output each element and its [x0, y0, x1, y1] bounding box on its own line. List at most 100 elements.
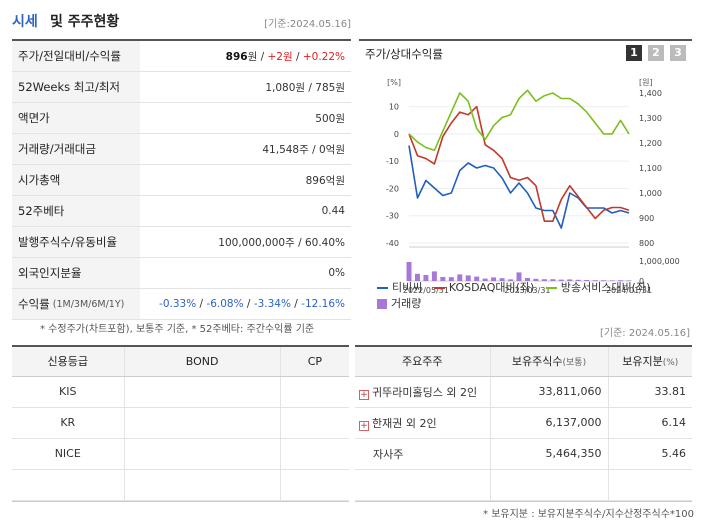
volume-bar: [584, 280, 590, 281]
pct-header-label: 보유지분: [622, 355, 663, 369]
expand-icon[interactable]: +: [359, 389, 369, 400]
left-tick-label: -10: [386, 157, 399, 166]
right-tick-label: 1,100: [639, 164, 662, 173]
volume-bar: [533, 278, 539, 281]
row-value: 896억원: [305, 174, 345, 187]
market-info-table: 주가/전일대비/수익률 896원 / +2원 / +0.22% 52Weeks …: [12, 39, 351, 320]
legend-label: 거래량: [391, 297, 422, 310]
right-tick-label: 1,200: [639, 139, 662, 148]
row-volume: 거래량/거래대금 41,548주 / 0억원: [12, 134, 351, 165]
left-tick-label: 0: [394, 130, 399, 139]
holder-name-cell: + 한재권 외 2인: [355, 407, 490, 439]
holder-pct: 5.46: [607, 438, 692, 470]
right-tick-label: 1,000: [639, 189, 662, 198]
row-label: 시가총액: [12, 165, 140, 195]
legend-item-volume: 거래량: [377, 296, 421, 312]
table-row: + 귀뚜라미홀딩스 외 2인 33,811,060 33.81: [355, 376, 692, 408]
holder-shares: 6,137,000: [489, 407, 608, 439]
table-row: 자사주 5,464,350 5.46: [355, 438, 692, 470]
returns-periods: (1M/3M/6M/1Y): [52, 298, 125, 310]
legend-item-kosdaq: KOSDAQ대비(좌): [433, 280, 534, 296]
agency-cell: KR: [12, 407, 124, 439]
return-1y: -12.16%: [301, 298, 345, 310]
row-par-value: 액면가 500원: [12, 103, 351, 134]
volume-bar: [541, 279, 547, 281]
legend-label: 방송서비스대비(좌): [560, 281, 651, 294]
agency-cell: KIS: [12, 376, 124, 408]
volume-bar: [626, 280, 632, 281]
chart-tab-1[interactable]: 1: [626, 45, 642, 61]
chart-period-tabs: 1 2 3: [626, 45, 686, 61]
volume-tick-label: 1,000,000: [639, 257, 680, 266]
volume-bar: [524, 278, 530, 281]
volume-bar: [618, 280, 624, 281]
bond-cell: [123, 438, 281, 470]
row-beta: 52주베타 0.44: [12, 196, 351, 227]
volume-bar: [465, 275, 471, 281]
row-value: 500원: [315, 112, 345, 125]
right-tick-label: 800: [639, 239, 654, 248]
left-tick-label: 10: [389, 103, 399, 112]
base-date-holders: [기준: 2024.05.16]: [599, 328, 690, 339]
separator: /: [295, 50, 300, 63]
expand-icon[interactable]: +: [359, 420, 369, 431]
volume-bar: [440, 277, 446, 281]
legend-item-sector: 방송서비스대비(좌): [545, 280, 651, 296]
return-3m: -6.08%: [206, 298, 244, 310]
volume-bar: [508, 279, 514, 281]
volume-bar: [423, 275, 429, 281]
left-axis-unit: [%]: [387, 78, 401, 87]
row-label: 거래량/거래대금: [12, 134, 140, 164]
return-1m: -0.33%: [159, 298, 197, 310]
right-axis-unit: [원]: [639, 78, 653, 87]
holder-pct: [607, 469, 692, 501]
price-change: +2원: [267, 50, 293, 63]
agency-cell: [12, 469, 124, 501]
col-header: BOND: [123, 347, 281, 377]
holder-shares: 33,811,060: [489, 376, 608, 408]
chart-tab-2[interactable]: 2: [648, 45, 664, 61]
left-tick-label: -40: [386, 239, 399, 248]
row-label: 주가/전일대비/수익률: [12, 41, 140, 71]
volume-bar: [558, 279, 564, 281]
series-line: [408, 89, 630, 152]
right-tick-label: 900: [639, 214, 654, 223]
table-row: [355, 469, 692, 501]
bond-cell: [123, 407, 281, 439]
chart-legend: 티비씨 KOSDAQ대비(좌) 방송서비스대비(좌) 거래량: [377, 278, 687, 314]
chart-title: 주가/상대수익률: [365, 47, 443, 61]
row-shares: 발행주식수/유동비율 100,000,000주 / 60.40%: [12, 227, 351, 258]
col-header: CP: [279, 347, 349, 377]
row-52week: 52Weeks 최고/최저 1,080원 / 785원: [12, 72, 351, 103]
row-label: 52주베타: [12, 196, 140, 226]
volume-bar: [414, 273, 420, 281]
volume-bar: [448, 277, 454, 281]
series-line: [408, 145, 630, 229]
holder-name: 자사주: [373, 447, 404, 461]
price-change-pct: +0.22%: [302, 50, 345, 63]
legend-swatch: [377, 299, 387, 309]
volume-bar: [491, 277, 497, 281]
holder-name-cell: [355, 469, 490, 501]
volume-bar: [499, 278, 505, 281]
legend-swatch: [433, 287, 445, 289]
table-row: + 한재권 외 2인 6,137,000 6.14: [355, 407, 692, 439]
holder-name-cell: + 귀뚜라미홀딩스 외 2인: [355, 376, 490, 408]
col-header-shares: 보유주식수(보통): [489, 347, 608, 377]
current-price: 896: [225, 50, 248, 63]
volume-bar: [609, 280, 615, 281]
pct-header-sub: (%): [662, 358, 679, 369]
holder-shares: 5,464,350: [489, 438, 608, 470]
holder-name: 한재권 외 2인: [372, 416, 437, 430]
left-tick-label: -20: [386, 184, 399, 193]
legend-swatch: [545, 287, 557, 289]
bond-cell: [123, 376, 281, 408]
row-market-cap: 시가총액 896억원: [12, 165, 351, 196]
row-value: 896원 / +2원 / +0.22%: [140, 49, 351, 64]
row-value: 41,548주 / 0억원: [262, 143, 345, 156]
chart-tab-3[interactable]: 3: [670, 45, 686, 61]
row-value: -0.33% / -6.08% / -3.34% / -12.16%: [159, 298, 345, 310]
row-label: 액면가: [12, 103, 140, 133]
table-row: KIS: [12, 376, 349, 408]
legend-swatch: [377, 287, 388, 289]
